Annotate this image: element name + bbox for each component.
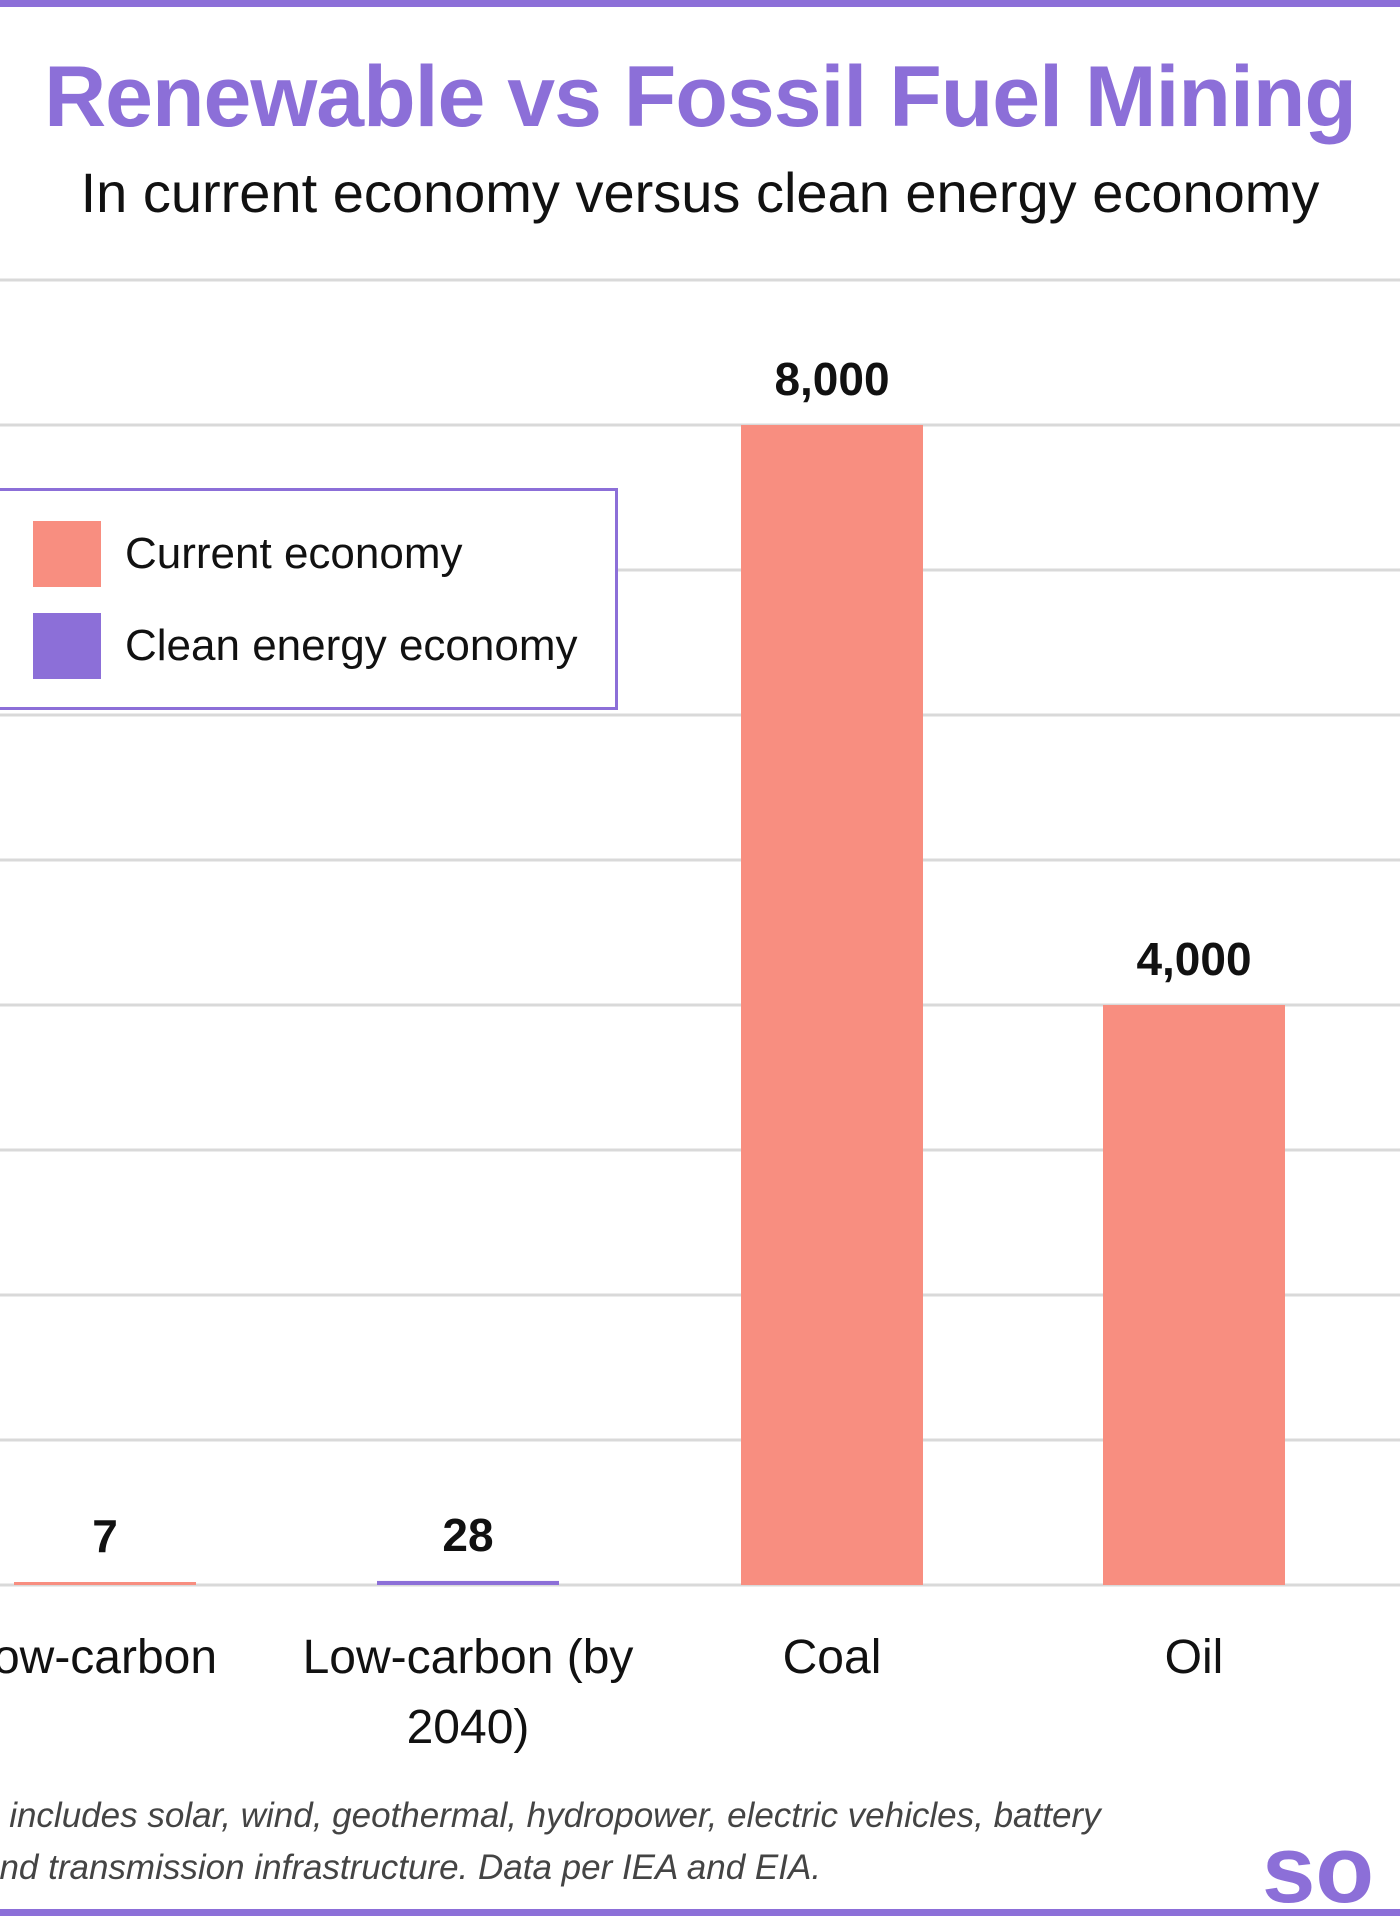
legend-label-clean: Clean energy economy	[125, 621, 578, 670]
brand-logo: so	[1262, 1816, 1375, 1923]
data-label: 4,000	[1136, 933, 1251, 985]
data-label: 28	[442, 1509, 493, 1561]
chart-subtitle: In current economy versus clean energy e…	[80, 161, 1320, 224]
x-tick-label: ow-carbon	[0, 1631, 217, 1684]
legend-item-clean: Clean energy economy	[33, 613, 577, 679]
bar	[377, 1580, 559, 1585]
x-tick-label: Low-carbon (by	[303, 1631, 634, 1684]
bar	[14, 1582, 196, 1585]
legend-swatch-current	[33, 521, 101, 587]
legend-swatch-clean	[33, 613, 101, 679]
top-accent-band	[0, 0, 1400, 7]
footnote-line-2: and transmission infrastructure. Data pe…	[0, 1848, 822, 1887]
data-label: 8,000	[774, 353, 889, 405]
footnote-line-1: g includes solar, wind, geothermal, hydr…	[0, 1796, 1101, 1835]
x-tick-label: Oil	[1165, 1631, 1224, 1684]
chart-legend: Current economy Clean energy economy	[0, 488, 618, 710]
data-label: 7	[92, 1510, 118, 1562]
bottom-accent-band	[0, 1909, 1400, 1916]
x-tick-label: Coal	[783, 1631, 882, 1684]
x-tick-label: 2040)	[407, 1701, 530, 1754]
bar	[741, 425, 923, 1585]
chart-title: Renewable vs Fossil Fuel Mining	[44, 49, 1357, 145]
legend-label-current: Current economy	[125, 529, 463, 578]
bar	[1103, 1005, 1285, 1585]
legend-item-current: Current economy	[33, 521, 462, 587]
